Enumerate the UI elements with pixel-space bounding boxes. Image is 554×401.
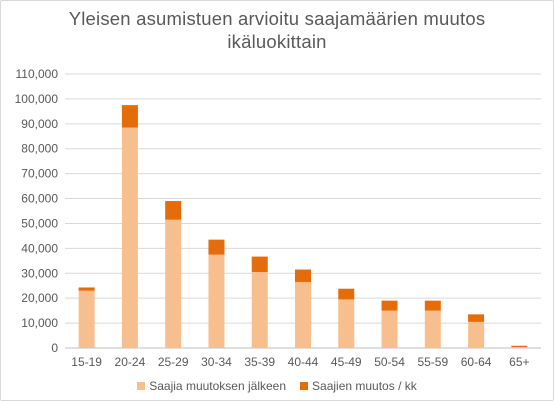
legend-label-series-2: Saajien muutos / kk: [312, 379, 417, 393]
bar-45-49-series-1: [338, 299, 355, 348]
y-tick-label-50000: 50,000: [21, 216, 58, 230]
bar-35-39-series-1: [251, 272, 268, 348]
x-tick-label-40-44: 40-44: [288, 355, 319, 369]
x-tick-label-20-24: 20-24: [115, 355, 146, 369]
bar-20-24-series-1: [121, 127, 138, 349]
x-tick-label-50-54: 50-54: [374, 355, 405, 369]
y-tick-label-60000: 60,000: [21, 192, 58, 206]
x-tick-label-45-49: 45-49: [331, 355, 362, 369]
y-tick-label-0: 0: [51, 341, 58, 355]
bar-60-64-series-2: [468, 314, 485, 322]
bar-65+-series-1: [511, 347, 528, 348]
x-tick-label-35-39: 35-39: [244, 355, 275, 369]
x-tick-label-30-34: 30-34: [201, 355, 232, 369]
bar-15-19-series-1: [78, 290, 95, 348]
bar-55-59-series-1: [424, 310, 441, 348]
x-tick-label-15-19: 15-19: [71, 355, 102, 369]
legend-item-series-1: Saajia muutoksen jälkeen: [137, 379, 286, 393]
bar-40-44-series-1: [295, 281, 311, 348]
bar-35-39-series-2: [251, 256, 268, 273]
y-tick-label-100000: 100,000: [15, 92, 59, 106]
chart-title-line-1: Yleisen asumistuen arvioitu saajamäärien…: [68, 8, 486, 29]
y-tick-label-20000: 20,000: [21, 291, 58, 305]
x-tick-label-65+: 65+: [509, 355, 529, 369]
legend-label-series-1: Saajia muutoksen jälkeen: [149, 379, 287, 393]
bar-40-44-series-2: [295, 269, 311, 282]
bar-45-49-series-2: [338, 288, 355, 300]
bar-25-29-series-2: [165, 201, 182, 220]
bar-50-54-series-1: [381, 310, 398, 348]
bar-25-29-series-1: [165, 219, 182, 348]
bar-20-24-series-2: [121, 105, 138, 128]
bar-60-64-series-1: [468, 321, 485, 348]
chart-legend: Saajia muutoksen jälkeen Saajien muutos …: [1, 379, 553, 393]
y-tick-label-70000: 70,000: [21, 167, 58, 181]
legend-item-series-2: Saajien muutos / kk: [300, 379, 417, 393]
y-tick-label-90000: 90,000: [21, 117, 58, 131]
legend-swatch-series-2: [300, 382, 309, 390]
bar-30-34-series-1: [208, 254, 225, 348]
y-tick-label-80000: 80,000: [21, 142, 58, 156]
y-tick-label-30000: 30,000: [21, 266, 58, 280]
bar-55-59-series-2: [424, 300, 441, 311]
x-tick-label-55-59: 55-59: [417, 355, 448, 369]
chart-title-line-2: ikäluokittain: [227, 31, 327, 52]
y-tick-label-110000: 110,000: [16, 67, 59, 81]
x-tick-label-60-64: 60-64: [461, 355, 492, 369]
bar-50-54-series-2: [381, 300, 398, 311]
x-tick-label-25-29: 25-29: [158, 355, 189, 369]
bar-15-19-series-2: [78, 287, 95, 291]
chart-title: Yleisen asumistuen arvioitu saajamäärien…: [1, 7, 553, 53]
bar-65+-series-2: [511, 345, 528, 348]
y-tick-label-40000: 40,000: [21, 241, 58, 255]
bar-30-34-series-2: [208, 239, 225, 255]
legend-swatch-series-1: [137, 382, 146, 390]
y-tick-label-10000: 10,000: [21, 316, 58, 330]
